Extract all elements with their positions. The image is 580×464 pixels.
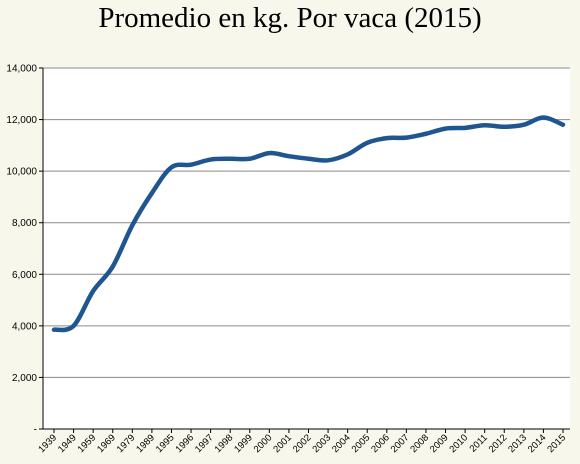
y-tick-label: 14,000 xyxy=(6,64,37,75)
x-tick-label: 2009 xyxy=(428,432,451,455)
x-tick-label: 2010 xyxy=(448,432,471,455)
x-tick-label: 1969 xyxy=(95,432,118,455)
y-tick-label: 6,000 xyxy=(12,270,37,281)
x-tick-label: 1949 xyxy=(56,432,79,455)
x-tick-label: 2012 xyxy=(487,432,510,455)
x-tick-label: 2001 xyxy=(271,432,294,455)
y-tick-label: 8,000 xyxy=(12,218,37,229)
x-tick-label: 2003 xyxy=(310,432,333,455)
x-tick-label: 2014 xyxy=(526,432,549,455)
x-tick-label: 2002 xyxy=(291,432,314,455)
y-tick-label: - xyxy=(34,425,37,436)
x-tick-label: 1998 xyxy=(213,432,236,455)
x-tick-label: 2006 xyxy=(369,432,392,455)
series-line xyxy=(51,115,566,333)
x-tick-label: 1959 xyxy=(76,432,99,455)
x-tick-label: 2013 xyxy=(506,432,529,455)
x-tick-label: 1979 xyxy=(115,432,138,455)
x-tick-label: 1939 xyxy=(36,432,59,455)
y-tick-label: 2,000 xyxy=(12,373,37,384)
x-tick-label: 2008 xyxy=(408,432,431,455)
x-tick-label: 2000 xyxy=(252,432,275,455)
x-tick-label: 2007 xyxy=(389,432,412,455)
x-tick-label: 2005 xyxy=(350,432,373,455)
y-tick-label: 12,000 xyxy=(6,115,37,126)
chart-title: Promedio en kg. Por vaca (2015) xyxy=(98,2,482,34)
x-tick-label: 1997 xyxy=(193,432,216,455)
x-tick-label: 2004 xyxy=(330,432,353,455)
y-tick-label: 4,000 xyxy=(12,321,37,332)
x-tick-label: 1999 xyxy=(232,432,255,455)
y-tick-label: 10,000 xyxy=(6,167,37,178)
x-tick-label: 1989 xyxy=(134,432,157,455)
x-tick-label: 1995 xyxy=(154,432,177,455)
x-tick-label: 1996 xyxy=(173,432,196,455)
plot-background xyxy=(43,68,570,429)
x-tick-label: 2015 xyxy=(545,432,568,455)
x-tick-label: 2011 xyxy=(468,432,490,454)
